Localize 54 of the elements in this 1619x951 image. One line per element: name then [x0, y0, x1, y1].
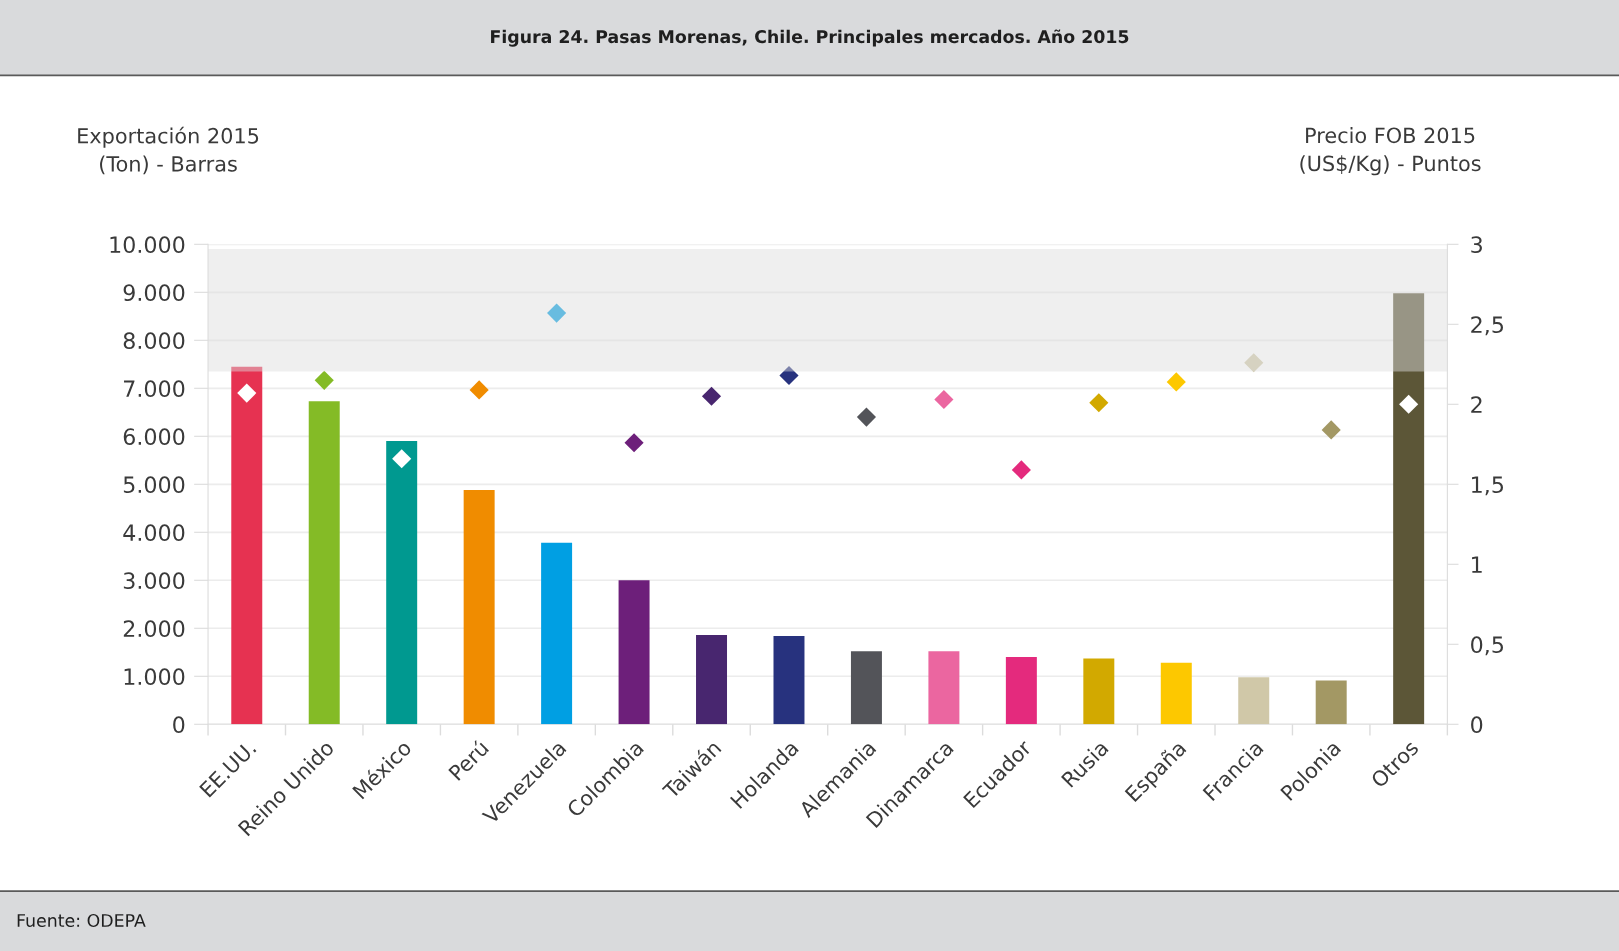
y-tick-label: 2.000 [123, 620, 185, 638]
point [314, 370, 334, 390]
bar [773, 635, 805, 725]
point [547, 303, 567, 323]
y-tick-label: 1.000 [124, 668, 185, 686]
chart-title: Figura 24. Pasas Morenas, Chile. Principales mercados. Año 2015 [491, 29, 1129, 47]
bar [463, 490, 495, 725]
point [1321, 420, 1341, 440]
point [624, 433, 644, 453]
point [469, 380, 489, 400]
bar [928, 651, 960, 725]
point [856, 407, 877, 427]
y-tick-label: 8.000 [123, 332, 185, 350]
y2-tick-label: 2 [1471, 396, 1482, 413]
point [779, 365, 799, 386]
y2-tick-label: 0,5 [1471, 636, 1504, 656]
point [1011, 460, 1031, 480]
y2-axis-title: Precio FOB 2015 (US$/Kg) - Puntos [1300, 127, 1481, 176]
y2-tick-label: 0 [1471, 716, 1483, 734]
y-tick-label: 4.000 [123, 524, 185, 542]
y-tick-label: 7.000 [124, 380, 185, 398]
bar [1160, 662, 1192, 725]
point [1244, 353, 1264, 373]
bar [386, 441, 418, 725]
bar [1005, 657, 1037, 725]
y-tick-label: 0 [173, 716, 185, 734]
bar [850, 651, 882, 725]
y-tick-label: 5.000 [123, 476, 185, 494]
bar [618, 580, 650, 725]
y-tick-label: 10.000 [110, 236, 185, 254]
point [1089, 393, 1109, 413]
bar [231, 366, 263, 725]
y-axis-title: Exportación 2015 (Ton) - Barras [78, 126, 259, 175]
bar [1083, 658, 1115, 725]
y-tick-label: 9.000 [123, 284, 185, 302]
y-tick-label: 6.000 [123, 428, 185, 446]
y2-tick-label: 3 [1471, 236, 1482, 254]
point [934, 389, 954, 410]
bar [696, 635, 728, 725]
y-tick-label: 3.000 [123, 572, 185, 590]
bar [1315, 680, 1347, 725]
point [392, 449, 412, 469]
bar [1393, 293, 1425, 725]
point [1166, 372, 1186, 392]
point [701, 386, 722, 406]
y2-tick-label: 2,5 [1471, 316, 1504, 336]
bar [308, 401, 340, 725]
bar [541, 542, 573, 725]
source-note: Fuente: ODEPA [17, 913, 146, 928]
bar [1238, 677, 1270, 725]
point [1399, 394, 1419, 414]
y2-tick-label: 1,5 [1472, 476, 1504, 496]
y2-tick-label: 1 [1472, 556, 1482, 573]
point [237, 383, 257, 403]
